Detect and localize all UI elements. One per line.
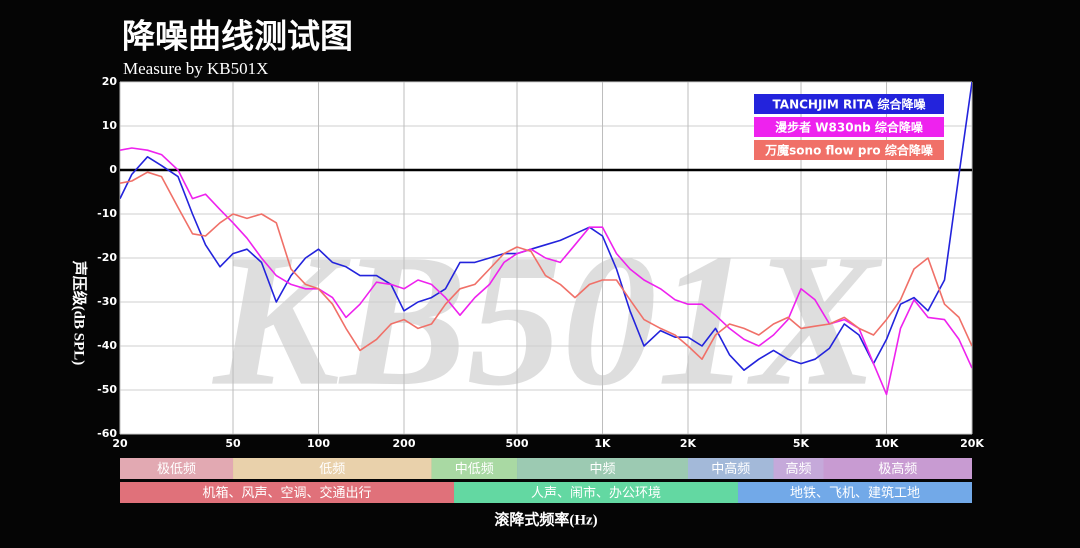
plot-lines — [120, 82, 972, 396]
frequency-band — [233, 458, 432, 479]
y-tick-label: 10 — [102, 119, 118, 132]
y-tick-label: -50 — [97, 383, 117, 396]
y-axis-label: 声压级(dB SPL) — [71, 260, 89, 366]
legend-label: 万魔sono flow pro 综合降噪 — [764, 143, 934, 158]
band-label: 低频 — [319, 462, 345, 477]
y-tick-label: -60 — [97, 427, 117, 440]
frequency-band — [517, 458, 688, 479]
data-line — [120, 171, 972, 360]
watermark: KB501X — [211, 216, 882, 426]
y-tick-label: 20 — [102, 75, 118, 88]
band-label: 高频 — [785, 461, 811, 477]
x-tick-label: 1K — [594, 437, 611, 450]
y-tick-label: -10 — [97, 207, 117, 220]
y-tick-label: -40 — [97, 339, 117, 352]
y-tick-label: -30 — [97, 295, 117, 308]
frequency-band — [738, 482, 972, 503]
x-tick-label: 100 — [307, 437, 330, 450]
legend-label: 漫步者 W830nb 综合降噪 — [775, 120, 924, 135]
band-label: 中频 — [589, 462, 615, 477]
legend-swatch — [754, 94, 944, 114]
chart-title: 降噪曲线测试图 — [122, 17, 353, 56]
legend-swatch — [754, 140, 944, 160]
x-tick-label: 500 — [506, 437, 529, 450]
band-label: 中低频 — [455, 462, 494, 477]
chart-subtitle: Measure by KB501X — [123, 59, 268, 78]
band-label: 中高频 — [711, 461, 750, 477]
data-line — [120, 82, 972, 371]
frequency-band — [688, 458, 774, 479]
x-tick-label: 20K — [960, 437, 984, 450]
legend-label: TANCHJIM RITA 综合降噪 — [773, 97, 927, 112]
x-tick-label: 2K — [680, 437, 697, 450]
band-label: 极高频 — [878, 461, 917, 477]
frequency-band — [431, 458, 518, 479]
x-tick-label: 200 — [393, 437, 416, 450]
band-label: 人声、闹市、办公环境 — [531, 485, 661, 501]
x-tick-label: 5K — [793, 437, 810, 450]
y-tick-label: 0 — [109, 163, 117, 176]
frequency-band — [120, 458, 234, 479]
x-tick-label: 50 — [225, 437, 241, 450]
x-axis-label: 滚降式频率(Hz) — [494, 510, 597, 528]
band-label: 机箱、风声、空调、交通出行 — [202, 485, 371, 501]
y-tick-label: -20 — [97, 251, 117, 264]
frequency-band — [823, 458, 972, 479]
frequency-band — [120, 482, 455, 503]
frequency-band — [773, 458, 824, 479]
frequency-band — [454, 482, 739, 503]
band-label: 地铁、飞机、建筑工地 — [790, 485, 920, 501]
band-label: 极低频 — [157, 462, 196, 477]
legend-swatch — [754, 117, 944, 137]
x-tick-label: 10K — [875, 437, 899, 450]
x-tick-label: 20 — [112, 437, 128, 450]
